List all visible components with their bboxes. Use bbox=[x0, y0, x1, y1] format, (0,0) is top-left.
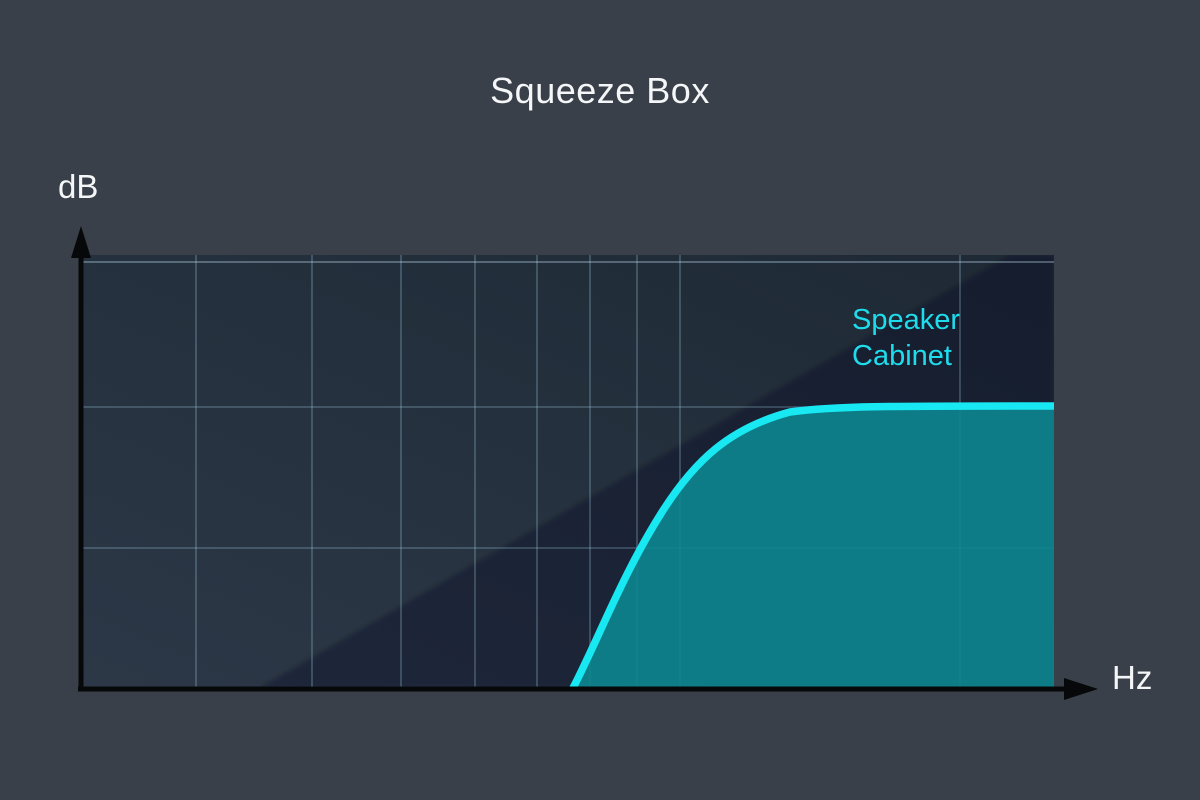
chart-title: Squeeze Box bbox=[490, 70, 710, 111]
y-axis-label: dB bbox=[58, 168, 99, 205]
axes bbox=[71, 226, 1098, 700]
series-annotation-speaker-cabinet: Speaker Cabinet bbox=[852, 304, 961, 372]
y-axis-arrow-icon bbox=[71, 226, 91, 258]
x-axis-arrow-icon bbox=[1064, 678, 1098, 700]
x-axis-label: Hz bbox=[1112, 659, 1153, 696]
speaker-cabinet-area bbox=[573, 406, 1054, 688]
speaker-cabinet-curve bbox=[569, 402, 1054, 688]
